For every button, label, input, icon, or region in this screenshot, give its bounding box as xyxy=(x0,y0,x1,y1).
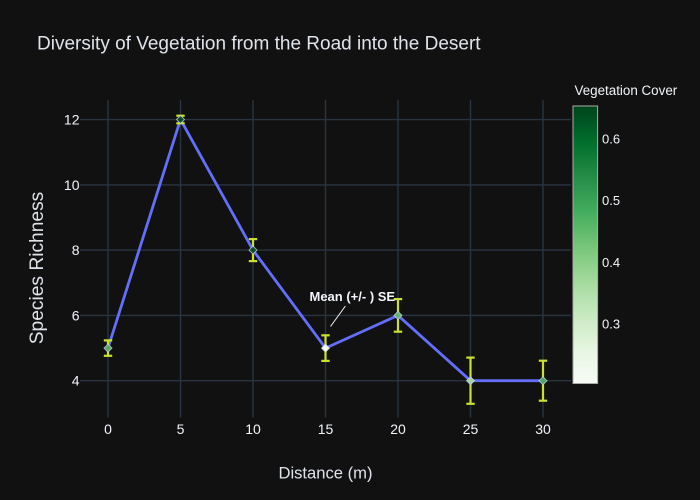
svg-text:0.6: 0.6 xyxy=(602,131,620,146)
svg-text:15: 15 xyxy=(318,421,334,437)
svg-text:30: 30 xyxy=(535,421,551,437)
svg-text:6: 6 xyxy=(72,307,80,323)
svg-text:Vegetation Cover: Vegetation Cover xyxy=(575,83,678,98)
svg-text:25: 25 xyxy=(463,421,479,437)
svg-text:20: 20 xyxy=(390,421,406,437)
svg-text:0.3: 0.3 xyxy=(602,317,620,332)
svg-text:Distance (m): Distance (m) xyxy=(278,464,372,483)
svg-text:10: 10 xyxy=(64,177,80,193)
svg-text:Diversity of Vegetation from t: Diversity of Vegetation from the Road in… xyxy=(37,34,481,55)
svg-text:0: 0 xyxy=(104,421,112,437)
svg-text:4: 4 xyxy=(72,373,80,389)
svg-text:12: 12 xyxy=(64,112,80,128)
svg-text:Mean (+/- ) SE: Mean (+/- ) SE xyxy=(310,289,396,304)
svg-text:0.4: 0.4 xyxy=(602,255,620,270)
svg-text:5: 5 xyxy=(177,421,185,437)
svg-text:10: 10 xyxy=(245,421,261,437)
svg-text:Species Richness: Species Richness xyxy=(27,192,48,345)
svg-text:0.5: 0.5 xyxy=(602,193,620,208)
svg-text:8: 8 xyxy=(72,242,80,258)
